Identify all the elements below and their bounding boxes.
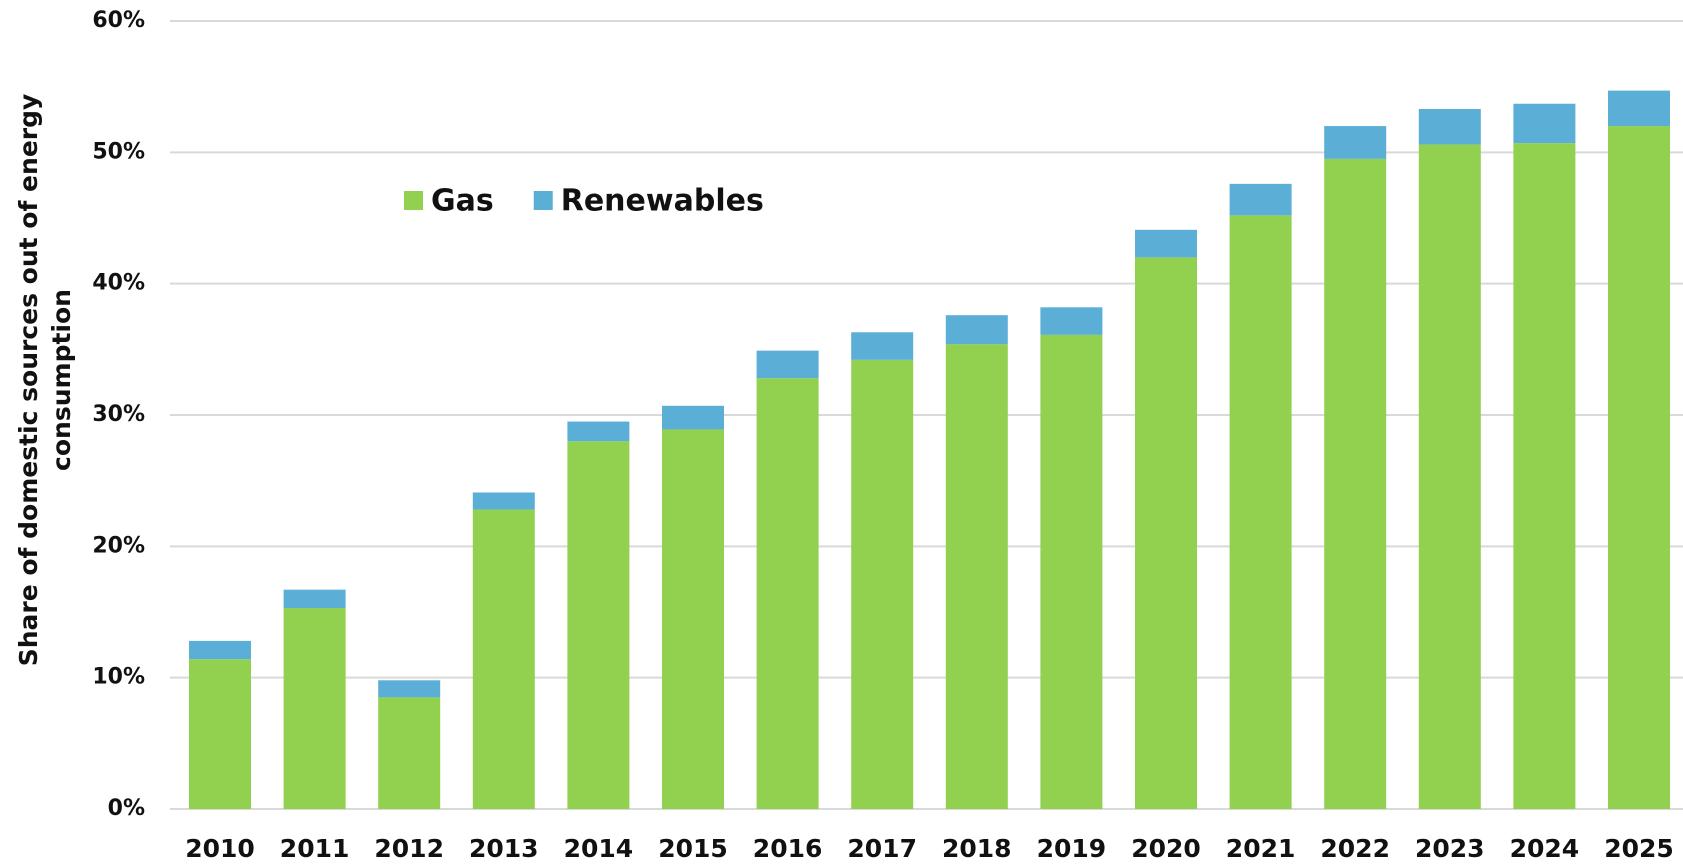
bar-segment: [472, 492, 535, 510]
legend-label: Renewables: [561, 184, 764, 219]
bar-segment: [378, 697, 441, 809]
bar-segment: [945, 315, 1008, 345]
bar-segment: [1229, 183, 1292, 216]
bar-segment: [1040, 334, 1103, 809]
x-tick-label: 2015: [658, 834, 728, 863]
x-tick-label: 2024: [1510, 834, 1580, 863]
bar-segment: [851, 359, 914, 809]
bar-segment: [851, 332, 914, 360]
bar-segment: [378, 680, 441, 698]
bar-segment: [1229, 215, 1292, 809]
bar-segment: [1608, 126, 1670, 810]
y-axis-title: Share of domestic sources out of energy: [14, 94, 43, 667]
bar-segment: [1608, 90, 1670, 127]
x-tick-label: 2010: [185, 834, 255, 863]
bar-segment: [283, 608, 346, 809]
legend-swatch: [533, 191, 553, 210]
bar-segment: [1040, 307, 1103, 335]
y-tick-label: 10%: [92, 665, 145, 690]
bar-segment: [189, 640, 251, 660]
y-tick-label: 30%: [92, 402, 145, 427]
bar-segment: [283, 589, 346, 609]
bar-segment: [1135, 257, 1197, 809]
bar-segment: [567, 421, 630, 442]
x-tick-label: 2014: [564, 834, 634, 863]
x-tick-label: 2021: [1226, 834, 1296, 863]
y-tick-label: 40%: [92, 271, 145, 296]
x-tick-label: 2012: [374, 834, 444, 863]
x-tick-label: 2011: [280, 834, 350, 863]
bar-segment: [662, 405, 724, 430]
x-tick-label: 2017: [847, 834, 917, 863]
y-tick-label: 0%: [108, 796, 145, 821]
x-tick-label: 2020: [1131, 834, 1201, 863]
legend-swatch: [404, 191, 423, 210]
x-tick-label: 2022: [1320, 834, 1390, 863]
bar-segment: [472, 509, 535, 809]
y-tick-label: 50%: [92, 139, 145, 164]
bar-segment: [567, 441, 630, 809]
x-tick-label: 2018: [942, 834, 1012, 863]
bar-segment: [945, 344, 1008, 809]
bar-segment: [1418, 108, 1481, 145]
y-tick-label: 60%: [92, 8, 145, 33]
bar-segment: [1513, 143, 1576, 809]
bar-segment: [1324, 158, 1387, 809]
bar-segment: [1135, 229, 1197, 258]
bar-segment: [662, 429, 724, 809]
y-axis-title: consumption: [47, 289, 76, 471]
bar-segment: [1513, 103, 1576, 144]
x-tick-label: 2016: [753, 834, 823, 863]
bar-segment: [189, 659, 251, 809]
x-tick-label: 2025: [1604, 834, 1674, 863]
legend-label: Gas: [431, 184, 494, 219]
bar-segment: [756, 350, 819, 379]
x-tick-label: 2013: [469, 834, 539, 863]
x-tick-label: 2019: [1037, 834, 1107, 863]
y-tick-label: 20%: [92, 533, 145, 558]
bar-segment: [756, 378, 819, 809]
bar-segment: [1324, 126, 1387, 159]
x-tick-label: 2023: [1415, 834, 1485, 863]
bar-segment: [1418, 144, 1481, 809]
